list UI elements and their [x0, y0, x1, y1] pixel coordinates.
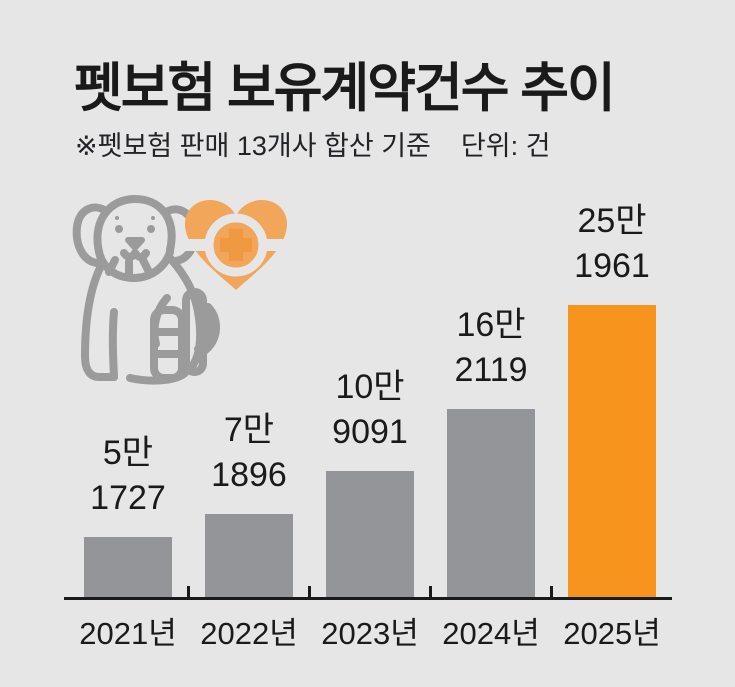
medical-heart-icon: [183, 200, 289, 290]
x-tick-label-2024년: 2024년: [442, 616, 540, 651]
x-tick-label-2025년: 2025년: [563, 616, 661, 651]
bar-2025년: [568, 305, 656, 597]
value-label-2023년: 10만 9091: [332, 368, 408, 451]
injured-dog-icon: [72, 195, 220, 385]
bar-2023년: [326, 471, 414, 597]
chart-note: ※펫보험 판매 13개사 합산 기준: [75, 131, 431, 161]
x-axis-tick: [308, 586, 311, 597]
value-label-2024년: 16만 2119: [454, 306, 528, 389]
x-tick-label-2022년: 2022년: [200, 616, 298, 651]
value-label-2021년: 5만 1727: [90, 434, 166, 517]
x-tick-label-2021년: 2021년: [79, 616, 177, 651]
unit-label: 단위: 건: [460, 131, 551, 161]
x-axis-tick: [187, 586, 190, 597]
chart-subtitle: ※펫보험 판매 13개사 합산 기준 단위: 건: [75, 124, 550, 163]
x-axis-tick: [550, 586, 553, 597]
page-title: 펫보험 보유계약건수 추이: [74, 59, 616, 118]
bar-2022년: [205, 514, 293, 597]
medical-cross-icon: [220, 229, 252, 261]
x-tick-label-2023년: 2023년: [321, 616, 419, 651]
x-axis-tick: [429, 586, 432, 597]
bar-2021년: [84, 537, 172, 597]
bar-2024년: [447, 409, 535, 597]
value-label-2025년: 25만 1961: [574, 202, 650, 285]
value-label-2022년: 7만 1896: [211, 411, 287, 494]
x-axis-line: [64, 597, 672, 600]
